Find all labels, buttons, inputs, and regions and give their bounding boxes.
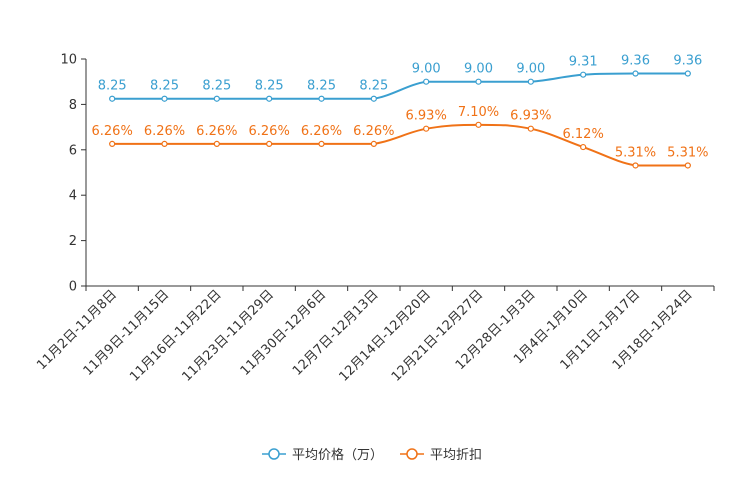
series-group <box>109 70 691 169</box>
data-point <box>109 95 116 102</box>
x-tick-label: 11月16日-11月22日 <box>127 287 224 384</box>
data-label: 8.25 <box>150 79 179 94</box>
x-tick-label: 12月14日-12月20日 <box>337 287 434 384</box>
data-point <box>266 95 273 102</box>
data-label: 9.00 <box>516 62 545 77</box>
data-point <box>684 162 691 169</box>
x-tick-label: 12月21日-12月27日 <box>389 287 486 384</box>
y-tick-label: 2 <box>69 234 77 249</box>
data-label: 9.00 <box>464 62 493 77</box>
data-point <box>213 140 220 147</box>
y-tick-label: 4 <box>69 189 77 204</box>
data-label: 6.26% <box>144 124 185 139</box>
y-tick-label: 6 <box>69 143 77 158</box>
data-point <box>161 95 168 102</box>
data-label: 6.26% <box>249 124 290 139</box>
legend-marker-icon <box>406 448 418 460</box>
data-point <box>423 125 430 132</box>
x-tick-label: 11月23日-11月29日 <box>180 287 277 384</box>
series-line-1 <box>112 123 688 167</box>
data-label: 8.25 <box>202 79 231 94</box>
data-label: 6.26% <box>353 124 394 139</box>
data-point <box>475 121 482 128</box>
data-point <box>161 140 168 147</box>
data-label: 6.26% <box>196 124 237 139</box>
data-label: 9.36 <box>621 54 650 69</box>
data-label: 9.36 <box>673 54 702 69</box>
data-label: 9.31 <box>569 55 598 70</box>
data-label: 6.93% <box>510 109 551 124</box>
data-point <box>318 95 325 102</box>
data-point <box>318 140 325 147</box>
legend-item-1[interactable]: 平均折扣 <box>400 448 482 463</box>
legend-label: 平均价格（万） <box>292 447 383 463</box>
series-line-0 <box>112 72 688 100</box>
data-point <box>423 78 430 85</box>
data-point <box>632 162 639 169</box>
data-point <box>684 70 691 77</box>
data-label: 8.25 <box>255 79 284 94</box>
data-label: 7.10% <box>458 105 499 120</box>
data-point <box>527 125 534 132</box>
y-tick-label: 8 <box>69 98 77 113</box>
data-label: 8.25 <box>307 79 336 94</box>
data-point <box>580 143 587 151</box>
data-point <box>109 140 116 147</box>
data-label: 5.31% <box>615 145 656 160</box>
data-label: 5.31% <box>667 145 708 160</box>
data-point <box>527 78 534 85</box>
data-label: 6.26% <box>301 124 342 139</box>
data-point <box>266 140 273 147</box>
data-label: 8.25 <box>359 79 388 94</box>
data-point <box>632 70 639 77</box>
data-label: 6.12% <box>563 127 604 142</box>
data-point <box>370 140 377 147</box>
y-tick-label: 10 <box>60 53 77 68</box>
axes: 024681011月2日-11月8日11月9日-11月15日11月16日-11月… <box>34 53 715 385</box>
legend[interactable]: 平均价格（万） 平均折扣 <box>262 447 482 463</box>
data-label: 8.25 <box>98 79 127 94</box>
data-label: 6.93% <box>406 109 447 124</box>
data-labels: 8.25 8.25 8.25 8.25 8.25 8.25 9.00 9.00 9.00 9.31… <box>92 54 709 161</box>
legend-item-0[interactable]: 平均价格（万） <box>262 447 383 463</box>
legend-marker-icon <box>268 448 280 460</box>
data-label: 9.00 <box>412 62 441 77</box>
data-point <box>370 95 377 102</box>
data-point <box>213 95 220 102</box>
data-point <box>580 71 587 78</box>
legend-label: 平均折扣 <box>430 448 482 463</box>
data-label: 6.26% <box>92 124 133 139</box>
y-tick-label: 0 <box>69 280 77 295</box>
data-point <box>475 78 482 85</box>
